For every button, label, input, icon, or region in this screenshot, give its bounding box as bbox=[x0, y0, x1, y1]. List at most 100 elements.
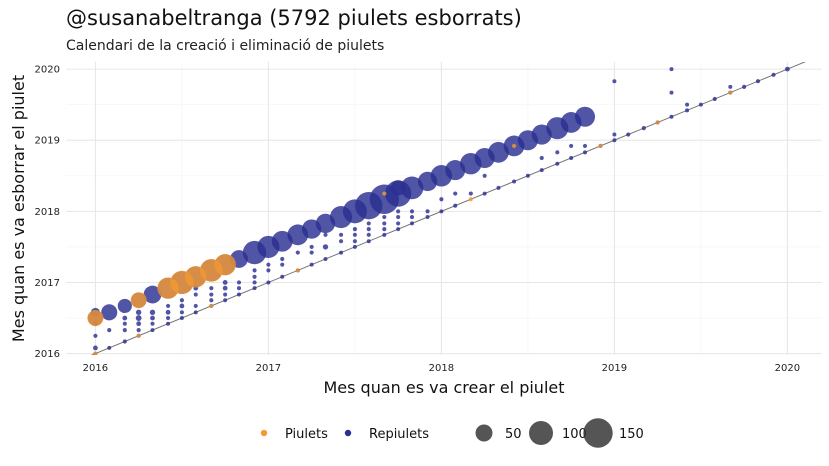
repiulet-point bbox=[322, 244, 329, 250]
repiulet-point bbox=[409, 209, 415, 214]
repiulet-point bbox=[323, 256, 328, 261]
repiulet-point bbox=[474, 147, 495, 169]
chart-subtitle: Calendari de la creació i eliminació de … bbox=[66, 38, 385, 54]
repiulet-point bbox=[482, 191, 487, 196]
repiulet-point bbox=[107, 345, 112, 350]
repiulet-point bbox=[366, 232, 371, 237]
repiulet-point bbox=[366, 221, 371, 226]
repiulet-point bbox=[439, 197, 444, 202]
repiulet-point bbox=[252, 286, 257, 291]
repiulet-point bbox=[101, 304, 118, 321]
piulet-point bbox=[93, 351, 98, 355]
repiulet-point bbox=[539, 155, 544, 161]
repiulet-point bbox=[352, 244, 357, 249]
repiulet-point bbox=[382, 227, 387, 232]
piulet-point bbox=[185, 266, 207, 288]
repiulet-point bbox=[712, 96, 717, 102]
repiulet-point bbox=[222, 280, 228, 285]
repiulet-point bbox=[555, 150, 560, 155]
x-tick-label: 2017 bbox=[256, 363, 281, 374]
legend-size-key bbox=[529, 421, 553, 445]
repiulet-point bbox=[496, 185, 501, 190]
repiulet-point bbox=[149, 309, 156, 316]
repiulet-point bbox=[295, 250, 300, 255]
repiulet-point bbox=[409, 214, 415, 220]
repiulet-point bbox=[135, 315, 142, 321]
legend-size-label: 50 bbox=[505, 427, 522, 442]
x-axis-title: Mes quan es va crear el piulet bbox=[323, 378, 564, 397]
repiulet-point bbox=[425, 215, 430, 220]
repiulet-point bbox=[669, 67, 674, 72]
repiulet-point bbox=[396, 209, 401, 214]
piulet-point bbox=[136, 333, 141, 338]
repiulet-point bbox=[641, 126, 646, 131]
repiulet-point bbox=[626, 132, 631, 137]
repiulet-point bbox=[755, 79, 761, 84]
y-tick-label: 2020 bbox=[35, 65, 60, 76]
chart-title: @susanabeltranga (5792 piulets esborrats… bbox=[66, 6, 522, 30]
repiulet-point bbox=[209, 286, 214, 291]
legend-label: Piulets bbox=[285, 427, 328, 442]
repiulet-point bbox=[107, 328, 112, 333]
legend-color-key bbox=[344, 429, 352, 437]
repiulet-point bbox=[136, 328, 141, 333]
repiulet-point bbox=[669, 114, 674, 119]
y-tick-label: 2017 bbox=[35, 278, 60, 289]
piulet-point bbox=[511, 143, 517, 148]
repiulet-point bbox=[179, 298, 184, 303]
repiulet-point bbox=[512, 179, 517, 184]
piulet-point bbox=[728, 90, 733, 95]
repiulet-point bbox=[352, 227, 357, 232]
repiulet-point bbox=[122, 339, 127, 344]
repiulet-point bbox=[338, 239, 344, 244]
repiulet-point bbox=[266, 268, 271, 273]
repiulet-point bbox=[482, 173, 487, 178]
repiulet-point bbox=[236, 280, 242, 285]
piulet-point bbox=[382, 191, 387, 196]
repiulet-point bbox=[323, 232, 328, 237]
repiulet-point bbox=[271, 230, 293, 252]
repiulet-point bbox=[366, 239, 371, 244]
y-tick-label: 2016 bbox=[35, 349, 60, 360]
repiulet-point bbox=[453, 191, 458, 196]
repiulet-point bbox=[396, 214, 401, 220]
repiulet-point bbox=[742, 84, 747, 89]
repiulet-point bbox=[179, 310, 184, 315]
repiulet-point bbox=[266, 280, 271, 285]
repiulet-point bbox=[165, 315, 171, 321]
piulet-point bbox=[130, 292, 147, 309]
piulet-point bbox=[87, 309, 104, 327]
repiulet-point bbox=[93, 345, 98, 351]
repiulet-point bbox=[179, 303, 185, 309]
repiulet-point bbox=[266, 262, 271, 267]
legend-color-key bbox=[260, 429, 268, 437]
piulet-point bbox=[295, 268, 300, 273]
repiulet-point bbox=[453, 203, 458, 208]
repiulet-point bbox=[150, 328, 155, 333]
repiulet-point bbox=[685, 102, 690, 107]
repiulet-point bbox=[236, 292, 241, 297]
repiulet-point bbox=[785, 66, 790, 72]
repiulet-point bbox=[150, 321, 155, 326]
repiulet-point bbox=[382, 214, 387, 220]
repiulet-point bbox=[382, 232, 387, 237]
repiulet-point bbox=[582, 143, 588, 148]
legend-size-label: 150 bbox=[619, 427, 644, 442]
repiulet-point bbox=[193, 292, 198, 297]
repiulet-point bbox=[417, 171, 438, 192]
repiulet-point bbox=[390, 180, 406, 196]
repiulet-point bbox=[771, 72, 776, 77]
repiulet-point bbox=[222, 285, 228, 291]
repiulet-point bbox=[396, 227, 401, 232]
piulet-point bbox=[157, 277, 179, 299]
repiulet-point bbox=[425, 209, 430, 214]
repiulet-point bbox=[252, 280, 257, 285]
repiulet-point bbox=[315, 213, 336, 234]
repiulet-point bbox=[728, 84, 733, 89]
repiulet-point bbox=[122, 315, 128, 321]
repiulet-point bbox=[165, 309, 171, 315]
repiulet-point bbox=[280, 256, 285, 262]
repiulet-point bbox=[280, 274, 285, 279]
y-axis-title: Mes quan es va esborrar el piulet bbox=[9, 75, 28, 342]
piulet-point bbox=[209, 303, 214, 309]
